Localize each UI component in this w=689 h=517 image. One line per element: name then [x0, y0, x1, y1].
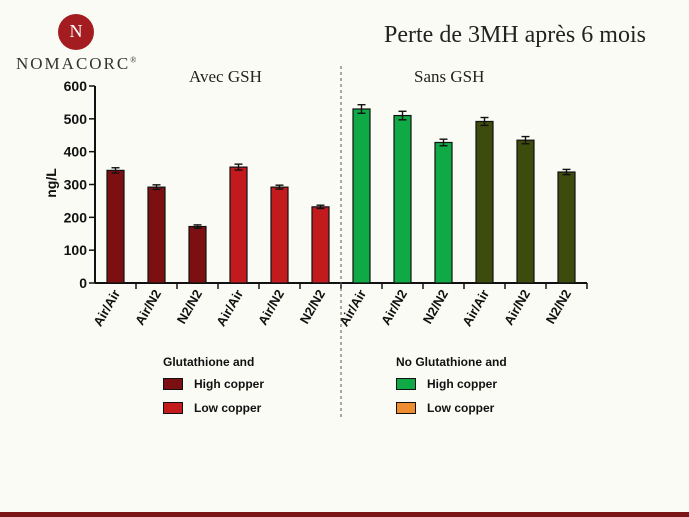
y-tick-label: 0 — [79, 275, 87, 291]
trademark-mark: ® — [130, 55, 137, 65]
y-axis-label: ng/L — [43, 168, 59, 198]
x-tick-label: Air/Air — [459, 287, 492, 329]
x-tick-label: Air/N2 — [132, 287, 164, 328]
legend-label: High copper — [194, 377, 265, 391]
brand-wordmark: NOMACORC — [16, 54, 131, 73]
x-tick-label: N2/N2 — [420, 287, 451, 326]
bar — [557, 171, 576, 284]
legend-label: High copper — [427, 377, 498, 391]
bar — [147, 186, 166, 284]
logo-letter: N — [69, 21, 83, 41]
group-label-with-gsh: Avec GSH — [189, 67, 262, 86]
legend-label: Low copper — [427, 401, 495, 415]
legend-swatch — [396, 402, 416, 414]
bar — [106, 169, 125, 284]
x-tick-label: N2/N2 — [543, 287, 574, 326]
y-tick-label: 600 — [64, 78, 88, 94]
brand-name: NOMACORC® — [16, 54, 136, 74]
bar — [311, 206, 330, 284]
bar — [516, 139, 535, 284]
y-tick-label: 100 — [64, 242, 88, 258]
bar — [475, 120, 494, 284]
y-tick-label: 500 — [64, 111, 88, 127]
x-tick-label: Air/N2 — [378, 287, 410, 328]
legend-label: Low copper — [194, 401, 262, 415]
legend-swatch — [396, 378, 416, 390]
x-tick-label: N2/N2 — [174, 287, 205, 326]
bar — [229, 166, 248, 284]
bar — [188, 225, 207, 284]
bar — [393, 114, 412, 284]
y-tick-label: 200 — [64, 209, 88, 225]
legend-swatch — [163, 402, 183, 414]
y-tick-label: 300 — [64, 177, 88, 193]
page-title: Perte de 3MH après 6 mois — [384, 22, 646, 48]
legend-left-title: Glutathione and — [163, 355, 255, 369]
bar — [352, 108, 371, 284]
legend-swatch — [163, 378, 183, 390]
nomacorc-logo-icon: N — [58, 14, 94, 50]
footer-bar — [0, 512, 689, 517]
y-tick-label: 400 — [64, 144, 88, 160]
x-tick-label: Air/N2 — [255, 287, 287, 328]
x-tick-label: Air/Air — [213, 287, 246, 329]
bar — [434, 141, 453, 284]
x-tick-label: N2/N2 — [297, 287, 328, 326]
bar — [270, 186, 289, 284]
x-tick-label: Air/N2 — [501, 287, 533, 328]
legend-right-title: No Glutathione and — [396, 355, 507, 369]
group-label-without-gsh: Sans GSH — [414, 67, 485, 86]
x-tick-label: Air/Air — [90, 287, 123, 329]
